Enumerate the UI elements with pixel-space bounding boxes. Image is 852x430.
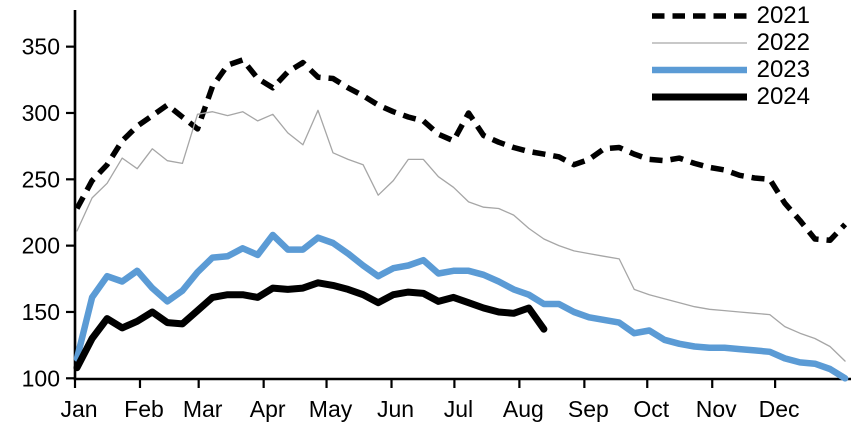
- x-tick-label-apr: Apr: [250, 396, 286, 422]
- legend-item-2024: 2024: [651, 83, 810, 110]
- y-tick-label-250: 250: [22, 166, 60, 192]
- legend-item-2022: 2022: [651, 29, 810, 56]
- series-line-2023: [73, 231, 849, 382]
- legend-label: 2024: [756, 83, 810, 110]
- axis-tick-labels: 100 150 200 250 300 350 Jan Feb Mar Apr May Jun Jul A…: [22, 34, 800, 422]
- x-tick-label-jan: Jan: [60, 396, 97, 422]
- x-tick-label-may: May: [309, 396, 353, 422]
- x-tick-label-sep: Sep: [568, 396, 609, 422]
- series-lines: [73, 57, 849, 382]
- x-tick-label-jun: Jun: [377, 396, 414, 422]
- x-tick-label-mar: Mar: [183, 396, 223, 422]
- y-tick-label-350: 350: [22, 34, 60, 60]
- y-tick-label-300: 300: [22, 100, 60, 126]
- legend: 2021 2022 2023 2024: [651, 2, 810, 110]
- legend-line-sample-2022: [651, 41, 747, 44]
- series-line-2022: [76, 109, 846, 362]
- y-tick-label-150: 150: [22, 299, 60, 325]
- series-line-2021: [74, 57, 848, 244]
- x-tick-label-aug: Aug: [503, 396, 544, 422]
- legend-item-2021: 2021: [651, 2, 810, 29]
- legend-line-sample-2023: [651, 66, 747, 73]
- x-tick-label-jul: Jul: [444, 396, 473, 422]
- legend-label: 2021: [756, 2, 810, 29]
- x-tick-label-oct: Oct: [633, 396, 669, 422]
- series-line-2024: [73, 279, 548, 372]
- y-tick-label-200: 200: [22, 233, 60, 259]
- legend-label: 2022: [756, 29, 810, 56]
- x-tick-label-dec: Dec: [759, 396, 800, 422]
- y-tick-label-100: 100: [22, 365, 60, 391]
- legend-item-2023: 2023: [651, 56, 810, 83]
- legend-label: 2023: [756, 56, 810, 83]
- x-tick-label-feb: Feb: [124, 396, 164, 422]
- legend-line-sample-2024: [651, 93, 747, 100]
- legend-line-sample-2021: [651, 12, 747, 19]
- axes: [66, 10, 851, 388]
- x-tick-label-nov: Nov: [696, 396, 737, 422]
